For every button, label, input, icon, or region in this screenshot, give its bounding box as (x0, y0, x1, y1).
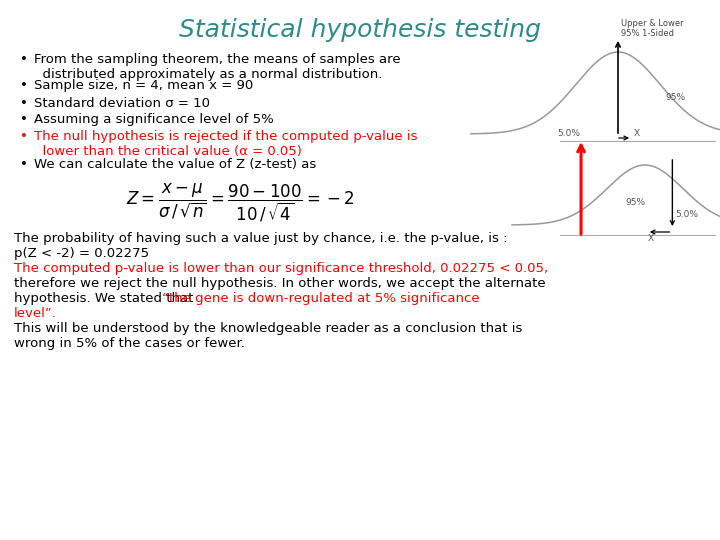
Text: “the gene is down-regulated at 5% significance: “the gene is down-regulated at 5% signif… (162, 292, 480, 305)
Text: The computed p-value is lower than our significance threshold, 0.02275 < 0.05,: The computed p-value is lower than our s… (14, 262, 548, 275)
Text: •: • (20, 79, 28, 92)
Text: 95%: 95% (625, 198, 645, 207)
Text: Upper & Lower
95% 1-Sided: Upper & Lower 95% 1-Sided (621, 18, 683, 38)
Text: 95%: 95% (665, 92, 685, 102)
Text: hypothesis. We stated that: hypothesis. We stated that (14, 292, 197, 305)
Text: •: • (20, 158, 28, 171)
Text: •: • (20, 113, 28, 126)
Text: •: • (20, 53, 28, 66)
Text: •: • (20, 130, 28, 143)
Text: 5.0%: 5.0% (557, 129, 580, 138)
Text: wrong in 5% of the cases or fewer.: wrong in 5% of the cases or fewer. (14, 337, 245, 350)
Text: This will be understood by the knowledgeable reader as a conclusion that is: This will be understood by the knowledge… (14, 322, 523, 335)
Text: From the sampling theorem, the means of samples are
  distributed approximately : From the sampling theorem, the means of … (34, 53, 400, 81)
Text: 5.0%: 5.0% (675, 210, 698, 219)
Text: X: X (648, 234, 654, 243)
Text: The null hypothesis is rejected if the computed p-value is
  lower than the crit: The null hypothesis is rejected if the c… (34, 130, 418, 158)
Text: Sample size, n = 4, mean x = 90: Sample size, n = 4, mean x = 90 (34, 79, 253, 92)
Text: therefore we reject the null hypothesis. In other words, we accept the alternate: therefore we reject the null hypothesis.… (14, 277, 546, 290)
Text: p(Z < -2) = 0.02275: p(Z < -2) = 0.02275 (14, 247, 149, 260)
Text: •: • (20, 97, 28, 110)
Text: We can calculate the value of Z (z-test) as: We can calculate the value of Z (z-test)… (34, 158, 316, 171)
Text: Statistical hypothesis testing: Statistical hypothesis testing (179, 18, 541, 42)
Text: level”.: level”. (14, 307, 57, 320)
Text: $Z = \dfrac{x - \mu}{\sigma\,/\,\sqrt{n}} = \dfrac{90 - 100}{10\,/\,\sqrt{4}} = : $Z = \dfrac{x - \mu}{\sigma\,/\,\sqrt{n}… (126, 182, 354, 224)
Text: X: X (634, 129, 640, 138)
Text: Standard deviation σ = 10: Standard deviation σ = 10 (34, 97, 210, 110)
Text: The probability of having such a value just by chance, i.e. the p-value, is :: The probability of having such a value j… (14, 232, 508, 245)
Text: Assuming a significance level of 5%: Assuming a significance level of 5% (34, 113, 274, 126)
